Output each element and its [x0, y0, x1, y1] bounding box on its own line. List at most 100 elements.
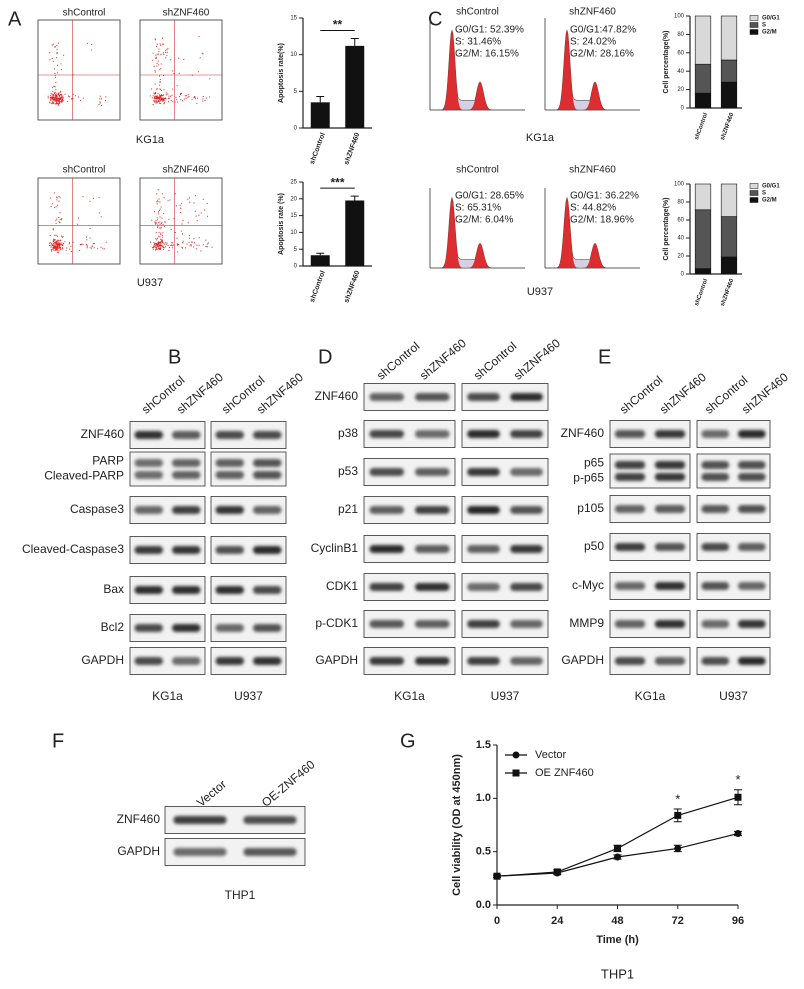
protein-label: GAPDH: [117, 844, 160, 858]
cell-line-label: KG1a: [136, 134, 165, 146]
bar-segment: [694, 92, 712, 109]
protein-label: p53: [338, 464, 358, 478]
blot-band: [369, 545, 405, 553]
blot-band: [467, 468, 500, 476]
cycle-stat: G0/G1: 52.39%: [455, 25, 524, 36]
blot-band: [369, 393, 405, 401]
panel-letter: B: [168, 346, 181, 368]
blot-band: [701, 620, 730, 628]
bar-segment: [694, 209, 712, 269]
blot-band: [701, 430, 730, 438]
blot-band: [253, 471, 282, 479]
blot-band: [369, 430, 405, 438]
legend-label: G0/G1: [762, 184, 780, 190]
lane-header: shZNF460: [254, 370, 306, 417]
blot-band: [614, 461, 646, 469]
blot-band: [134, 546, 163, 554]
bar-segment: [720, 15, 738, 61]
protein-label: CDK1: [326, 579, 358, 593]
blot-band: [467, 583, 500, 591]
bar-segment: [694, 63, 712, 94]
legend-swatch: [749, 197, 759, 203]
y-tick-label: 0: [294, 264, 298, 270]
cell-line-label: U937: [719, 689, 748, 703]
y-tick-label: 0.0: [476, 899, 491, 911]
blot-band: [654, 543, 686, 551]
hist-peaks: [430, 30, 525, 110]
x-tick-label: shControl: [694, 112, 709, 141]
blot-band: [701, 543, 730, 551]
y-tick-label: 40: [677, 236, 684, 242]
blot-band: [510, 545, 543, 553]
blot-band: [737, 543, 766, 551]
blot-band: [467, 620, 500, 628]
sample-label: shZNF460: [163, 8, 210, 19]
blot-band: [467, 393, 500, 401]
protein-label: p-p65: [573, 471, 604, 485]
hist-peaks: [545, 30, 640, 110]
y-tick-label: 20: [290, 196, 297, 202]
bar: [345, 200, 365, 266]
error-bar: [316, 95, 325, 103]
bar-segment: [720, 59, 738, 83]
cycle-stat: G2/M: 6.04%: [455, 215, 513, 226]
bar-segment: [720, 81, 738, 109]
cell-line-label: U937: [137, 277, 163, 289]
flow-plot-frame: [37, 19, 121, 121]
y-tick-label: 1.0: [476, 792, 491, 804]
protein-label: Cleaved-PARP: [44, 469, 124, 483]
blot-band: [414, 430, 450, 438]
legend-swatch: [749, 29, 759, 35]
legend-label: G0/G1: [762, 16, 780, 22]
sample-label: shControl: [63, 165, 106, 176]
sample-label: shControl: [63, 8, 106, 19]
protein-label: Caspase3: [70, 502, 124, 516]
cycle-stat: G2/M: 16.15%: [455, 49, 519, 60]
flow-dots: [49, 192, 107, 254]
blot-band: [737, 620, 766, 628]
lane-header: shZNF460: [417, 336, 469, 383]
blot-band: [414, 393, 450, 401]
blot-band: [414, 620, 450, 628]
annotation: *: [735, 772, 740, 787]
blot-band: [654, 430, 686, 438]
blot-band: [654, 582, 686, 590]
data-point: [734, 830, 742, 838]
blot-band: [614, 543, 646, 551]
y-tick-label: 15: [290, 213, 297, 219]
protein-label: ZNF460: [561, 426, 605, 440]
y-axis-label: Apoptosis rate (%): [278, 193, 285, 255]
protein-label: p-CDK1: [315, 616, 358, 630]
cell-line-label: U937: [491, 689, 520, 703]
x-tick-label: 0: [494, 915, 500, 927]
lane-header: OE-ZNF460: [259, 757, 318, 810]
protein-label: MMP9: [569, 616, 604, 630]
blot-band: [414, 506, 450, 514]
blot-band: [215, 546, 244, 554]
blot-band: [737, 473, 766, 481]
blot-band: [243, 816, 297, 824]
blot-band: [172, 586, 201, 594]
y-tick-label: 0.5: [476, 846, 491, 858]
blot-band: [172, 431, 201, 439]
y-tick-label: 100: [674, 182, 685, 188]
blot-frame: [609, 453, 691, 489]
blot-band: [172, 657, 201, 665]
panel-letter: D: [318, 346, 332, 368]
bar-segment: [694, 268, 712, 275]
blot-band: [654, 461, 686, 469]
protein-label: ZNF460: [117, 812, 161, 826]
protein-label: Bax: [103, 582, 124, 596]
lane-header: shControl: [471, 339, 519, 383]
panel-letter: E: [598, 346, 611, 368]
cycle-stat: G0/G1:47.82%: [570, 25, 636, 36]
cycle-stat: S: 65.31%: [455, 203, 501, 214]
hist-peaks: [545, 197, 640, 268]
x-tick-label: 48: [611, 915, 623, 927]
lane-header: shControl: [617, 373, 665, 417]
blot-band: [172, 506, 201, 514]
blot-band: [253, 657, 282, 665]
data-point: [614, 853, 621, 861]
y-tick-label: 5: [294, 247, 298, 253]
y-tick-label: 5: [294, 89, 298, 95]
